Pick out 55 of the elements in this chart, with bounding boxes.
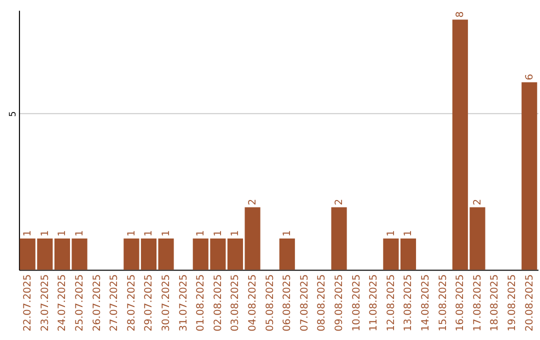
x-tick-label: 14.08.2025 [420, 274, 432, 332]
x-tick-label: 22.07.2025 [22, 274, 34, 332]
data-label: 1 [403, 230, 414, 237]
data-label: 1 [161, 230, 172, 237]
x-tick-label: 12.08.2025 [386, 274, 397, 332]
bar [400, 238, 416, 270]
x-tick-label: 03.08.2025 [230, 274, 242, 332]
bar [522, 82, 538, 270]
data-label: 2 [472, 198, 484, 206]
bar [383, 238, 399, 270]
x-tick-label: 13.08.2025 [403, 274, 414, 332]
data-label: 1 [40, 230, 51, 237]
x-tick-label: 17.08.2025 [472, 274, 484, 332]
data-label: 6 [524, 74, 536, 80]
x-tick-label: 16.08.2025 [455, 274, 466, 332]
x-tick-label: 07.08.2025 [299, 274, 310, 332]
x-tick-label: 09.08.2025 [334, 274, 346, 332]
x-tick-label: 04.08.2025 [248, 274, 259, 332]
x-tick-label: 26.07.2025 [92, 274, 103, 332]
data-label: 1 [230, 230, 242, 237]
x-tick-label: 06.08.2025 [282, 274, 294, 332]
x-tick-label: 10.08.2025 [351, 274, 362, 332]
x-tick-label: 28.07.2025 [126, 274, 138, 332]
x-tick-label: 18.08.2025 [490, 274, 501, 332]
data-label: 1 [22, 230, 34, 237]
x-tick-label: 19.08.2025 [507, 274, 518, 332]
data-label: 1 [386, 230, 397, 237]
x-tick-label: 23.07.2025 [40, 274, 51, 332]
x-tick-label: 31.07.2025 [178, 274, 190, 332]
x-tick-label: 05.08.2025 [264, 274, 276, 332]
x-tick-label: 15.08.2025 [438, 274, 449, 332]
x-tick-label: 25.07.2025 [74, 274, 86, 332]
data-label: 1 [57, 230, 68, 237]
bar [124, 238, 140, 270]
data-label: 1 [74, 230, 86, 237]
data-label: 2 [334, 198, 346, 206]
x-tick-label: 08.08.2025 [316, 274, 328, 332]
data-label: 8 [455, 11, 466, 18]
bar [331, 207, 347, 270]
data-label: 1 [212, 230, 224, 237]
x-tick-label: 24.07.2025 [57, 274, 68, 332]
data-label: 1 [196, 230, 207, 237]
data-label: 2 [248, 198, 259, 206]
x-tick-label: 29.07.2025 [144, 274, 155, 332]
data-label: 1 [144, 230, 155, 237]
data-label: 1 [126, 230, 138, 237]
y-tick-label: 5 [8, 111, 18, 117]
x-tick-label: 27.07.2025 [109, 274, 120, 332]
data-label: 1 [282, 230, 294, 237]
bar [279, 238, 295, 270]
x-tick-label: 02.08.2025 [212, 274, 224, 332]
x-tick-label: 11.08.2025 [368, 274, 380, 332]
x-tick-label: 01.08.2025 [196, 274, 207, 332]
x-tick-label: 30.07.2025 [161, 274, 172, 332]
x-tick-label: 20.08.2025 [524, 274, 536, 332]
